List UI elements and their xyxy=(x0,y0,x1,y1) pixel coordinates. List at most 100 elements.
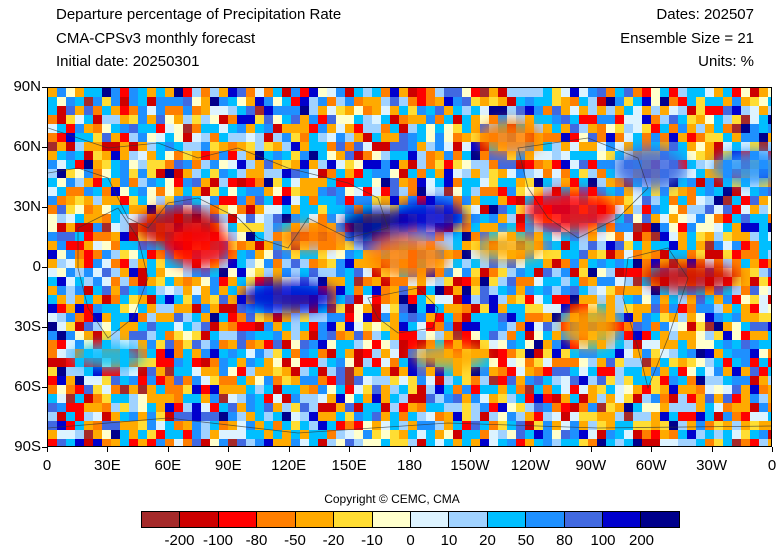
grid-cell xyxy=(624,358,634,368)
grid-cell xyxy=(588,97,598,107)
grid-cell xyxy=(534,277,544,287)
grid-cell xyxy=(534,367,544,377)
grid-cell xyxy=(75,313,85,323)
grid-cell xyxy=(264,358,274,368)
grid-cell xyxy=(345,421,355,431)
grid-cell xyxy=(669,124,679,134)
grid-cell xyxy=(57,277,67,287)
grid-cell xyxy=(561,394,571,404)
grid-cell xyxy=(282,430,292,440)
grid-cell xyxy=(507,205,517,215)
grid-cell xyxy=(516,403,526,413)
grid-cell xyxy=(480,340,490,350)
grid-cell xyxy=(687,439,697,446)
lat-label: 60N xyxy=(13,138,41,155)
grid-cell xyxy=(165,151,175,161)
grid-cell xyxy=(426,430,436,440)
grid-cell xyxy=(471,403,481,413)
grid-cell xyxy=(732,313,742,323)
grid-cell xyxy=(714,322,724,332)
grid-cell xyxy=(597,412,607,422)
grid-cell xyxy=(570,430,580,440)
grid-cell xyxy=(120,385,130,395)
grid-cell xyxy=(507,169,517,179)
grid-cell xyxy=(516,421,526,431)
grid-cell xyxy=(426,403,436,413)
grid-cell xyxy=(552,115,562,125)
grid-cell xyxy=(219,142,229,152)
grid-cell xyxy=(291,376,301,386)
grid-cell xyxy=(48,349,58,359)
grid-cell xyxy=(372,88,382,98)
grid-cell xyxy=(273,340,283,350)
grid-cell xyxy=(606,223,616,233)
grid-cell xyxy=(462,223,472,233)
grid-cell xyxy=(111,187,121,197)
grid-cell xyxy=(336,106,346,116)
grid-cell xyxy=(363,322,373,332)
grid-cell xyxy=(219,412,229,422)
grid-cell xyxy=(354,205,364,215)
grid-cell xyxy=(201,304,211,314)
grid-cell xyxy=(129,286,139,296)
grid-cell xyxy=(264,187,274,197)
grid-cell xyxy=(399,439,409,446)
grid-cell xyxy=(516,196,526,206)
grid-cell xyxy=(75,232,85,242)
grid-cell xyxy=(642,232,652,242)
grid-cell xyxy=(525,169,535,179)
grid-cell xyxy=(102,313,112,323)
colorbar-label: 200 xyxy=(628,532,655,549)
grid-cell xyxy=(264,133,274,143)
grid-cell xyxy=(534,340,544,350)
grid-cell xyxy=(138,259,148,269)
grid-cell xyxy=(201,187,211,197)
anomaly-region xyxy=(278,224,340,250)
grid-cell xyxy=(201,277,211,287)
grid-cell xyxy=(228,277,238,287)
grid-cell xyxy=(687,376,697,386)
grid-cell xyxy=(705,313,715,323)
grid-cell xyxy=(525,106,535,116)
grid-cell xyxy=(696,241,706,251)
grid-cell xyxy=(111,160,121,170)
grid-cell xyxy=(606,151,616,161)
grid-cell xyxy=(75,304,85,314)
grid-cell xyxy=(183,412,193,422)
grid-cell xyxy=(660,187,670,197)
grid-cell xyxy=(579,358,589,368)
grid-cell xyxy=(183,187,193,197)
grid-cell xyxy=(48,313,58,323)
grid-cell xyxy=(570,232,580,242)
grid-cell xyxy=(534,97,544,107)
grid-cell xyxy=(750,286,760,296)
grid-cell xyxy=(588,106,598,116)
grid-cell xyxy=(507,376,517,386)
lon-tick xyxy=(530,447,532,452)
grid-cell xyxy=(624,88,634,98)
grid-cell xyxy=(669,88,679,98)
grid-cell xyxy=(741,196,751,206)
grid-cell xyxy=(147,421,157,431)
grid-cell xyxy=(579,277,589,287)
grid-cell xyxy=(264,340,274,350)
grid-cell xyxy=(759,331,769,341)
grid-cell xyxy=(102,394,112,404)
grid-cell xyxy=(93,439,103,446)
grid-cell xyxy=(696,403,706,413)
grid-cell xyxy=(714,88,724,98)
grid-cell xyxy=(102,439,112,446)
grid-cell xyxy=(507,196,517,206)
grid-cell xyxy=(291,196,301,206)
grid-cell xyxy=(696,151,706,161)
grid-cell xyxy=(480,205,490,215)
grid-cell xyxy=(282,133,292,143)
lat-tick xyxy=(42,147,47,148)
grid-cell xyxy=(300,115,310,125)
grid-cell xyxy=(354,178,364,188)
grid-cell xyxy=(363,133,373,143)
colorbar-label: -200 xyxy=(164,532,195,549)
grid-cell xyxy=(120,412,130,422)
grid-cell xyxy=(345,97,355,107)
grid-cell xyxy=(435,430,445,440)
